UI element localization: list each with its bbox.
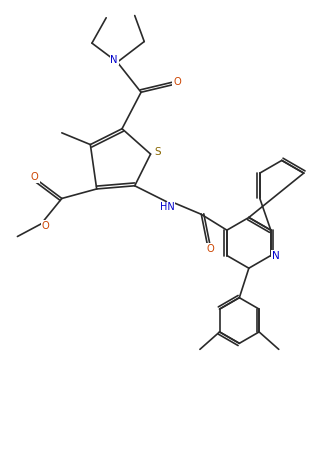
- Text: S: S: [154, 148, 161, 158]
- Text: N: N: [272, 251, 280, 261]
- Text: N: N: [110, 54, 118, 65]
- Text: HN: HN: [160, 202, 174, 212]
- Text: O: O: [42, 221, 49, 231]
- Text: O: O: [173, 77, 181, 87]
- Text: O: O: [31, 172, 39, 182]
- Text: O: O: [207, 244, 215, 254]
